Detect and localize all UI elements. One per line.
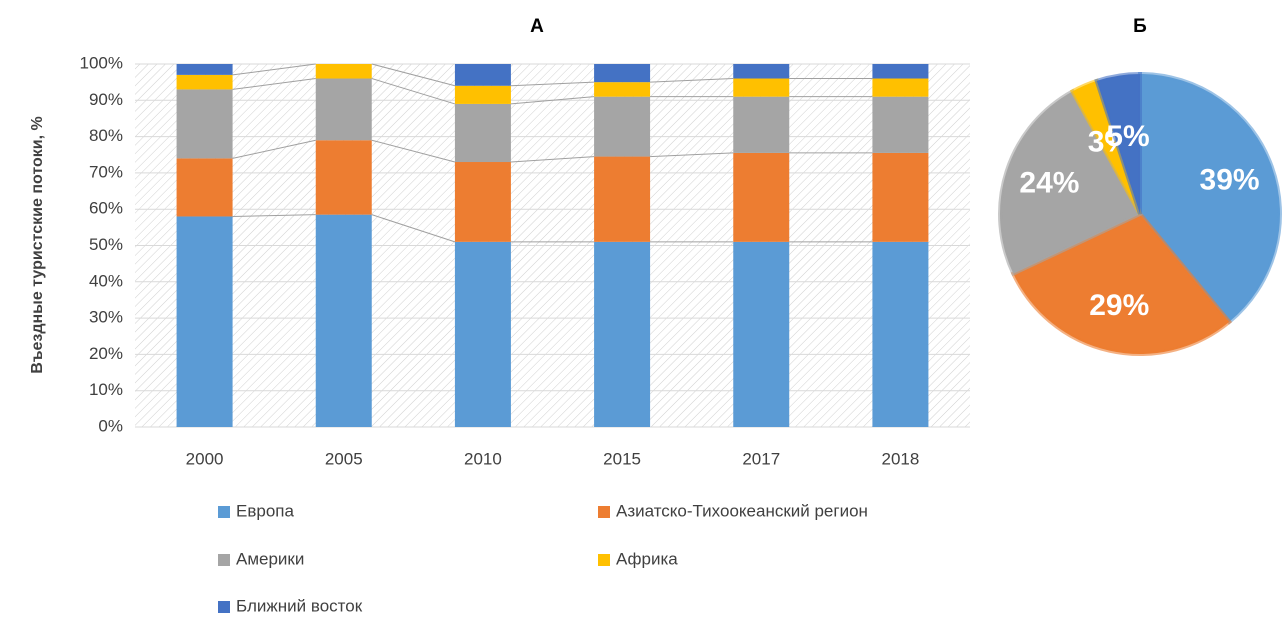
bar-segment — [733, 96, 790, 153]
pie-slice — [1138, 71, 1282, 325]
bar-title: А — [530, 16, 544, 37]
bar-segment — [315, 78, 372, 141]
bar-segment — [176, 64, 233, 75]
bar-segment — [176, 74, 233, 90]
bar-segment — [872, 152, 929, 242]
bar-segment — [176, 158, 233, 217]
bar-segment — [176, 216, 233, 427]
legend-swatch — [218, 601, 230, 613]
legend-label: Азиатско-Тихоокеанский регион — [616, 501, 868, 520]
bar-segment — [454, 241, 511, 427]
bar-segment — [594, 82, 651, 97]
bar-segment — [594, 96, 651, 157]
y-tick-label: 40% — [89, 271, 123, 290]
bar-segment — [872, 241, 929, 427]
pie-value-label: 24% — [1019, 167, 1079, 200]
y-tick-label: 10% — [89, 380, 123, 399]
legend-swatch — [598, 506, 610, 518]
bar-segment — [176, 89, 233, 159]
x-tick-label: 2000 — [186, 449, 224, 468]
pie-title: Б — [1133, 16, 1147, 37]
pie-value-label: 39% — [1200, 164, 1260, 197]
bar-segment — [733, 152, 790, 242]
bar-segment — [315, 64, 372, 79]
x-tick-label: 2017 — [742, 449, 780, 468]
x-tick-label: 2015 — [603, 449, 641, 468]
series-line — [510, 156, 595, 163]
y-axis-label: Въездные туристские потоки, % — [29, 116, 46, 373]
series-line — [371, 139, 456, 163]
series-line — [232, 78, 316, 90]
legend-swatch — [218, 554, 230, 566]
series-line — [650, 152, 734, 158]
legend-label: Америки — [236, 549, 304, 568]
series-line — [510, 81, 595, 87]
bar-segment — [315, 140, 372, 215]
legend-label: Ближний восток — [236, 596, 363, 615]
bar-segment — [733, 64, 790, 79]
series-line — [371, 214, 456, 243]
pie-slice — [998, 88, 1143, 277]
legend-label: Африка — [616, 549, 678, 568]
y-tick-label: 90% — [89, 90, 123, 109]
y-tick-label: 60% — [89, 199, 123, 218]
x-tick-label: 2010 — [464, 449, 502, 468]
series-line — [371, 63, 456, 87]
bar-segment — [454, 64, 511, 86]
series-line — [232, 214, 316, 217]
y-tick-label: 30% — [89, 308, 123, 327]
bar-segment — [872, 96, 929, 153]
series-line — [371, 78, 456, 105]
bar-segment — [594, 241, 651, 427]
y-tick-label: 50% — [89, 235, 123, 254]
bar-segment — [454, 103, 511, 163]
legend-swatch — [598, 554, 610, 566]
x-tick-label: 2018 — [882, 449, 920, 468]
bar-segment — [872, 64, 929, 79]
bar-segment — [733, 241, 790, 427]
series-line — [510, 96, 595, 105]
legend-swatch — [218, 506, 230, 518]
y-tick-label: 100% — [80, 53, 123, 72]
bar-segment — [733, 78, 790, 97]
y-tick-label: 20% — [89, 344, 123, 363]
bar-segment — [594, 64, 651, 83]
legend-label: Европа — [236, 501, 294, 520]
bar-segment — [454, 162, 511, 242]
bar-segment — [594, 156, 651, 242]
bar-segment — [315, 214, 372, 427]
series-line — [650, 78, 734, 83]
y-tick-label: 80% — [89, 126, 123, 145]
series-line — [232, 139, 316, 159]
y-tick-label: 70% — [89, 162, 123, 181]
bar-segment — [872, 78, 929, 97]
bar-segment — [454, 85, 511, 104]
pie-slice — [1094, 71, 1142, 215]
series-line — [232, 63, 316, 76]
x-tick-label: 2005 — [325, 449, 363, 468]
pie-value-label: 29% — [1089, 289, 1149, 322]
y-tick-label: 0% — [98, 416, 123, 435]
pie-value-label: 5% — [1106, 120, 1149, 153]
